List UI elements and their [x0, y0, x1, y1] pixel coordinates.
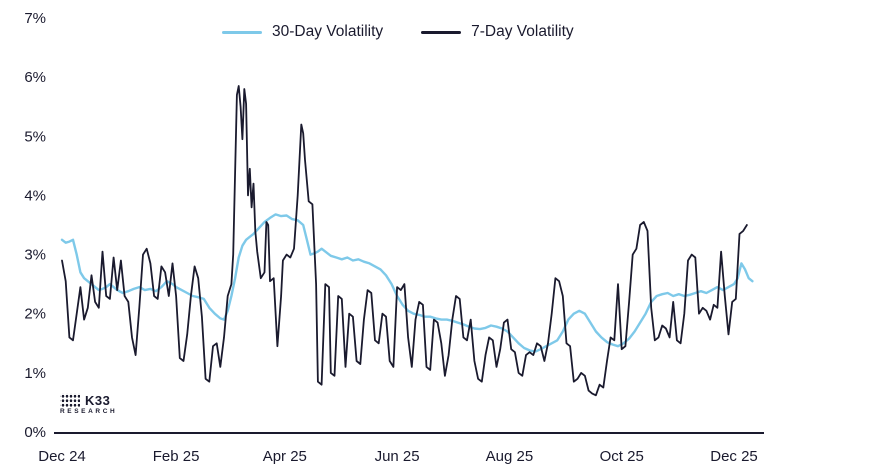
y-axis-tick-label: 4% [24, 187, 46, 204]
series-line-7-day [61, 85, 748, 397]
y-axis-tick-label: 5% [24, 128, 46, 145]
series-line-30-day [60, 213, 754, 353]
x-axis-tick-label: Dec 24 [38, 448, 86, 465]
y-axis-tick-label: 7% [24, 10, 46, 27]
k33-dot-matrix-icon [60, 393, 80, 407]
k33-logo-subtext: RESEARCH [60, 408, 118, 415]
x-axis-tick-label: Dec 25 [710, 448, 758, 465]
legend-label-7-day: 7-Day Volatility [471, 23, 574, 40]
k33-logo-text: K33 [85, 392, 111, 408]
x-axis-tick-label: Aug 25 [486, 448, 534, 465]
chart-legend: 30-Day Volatility 7-Day Volatility [222, 23, 574, 41]
legend-item-30-day: 30-Day Volatility [222, 23, 383, 41]
x-axis-tick-label: Oct 25 [600, 448, 644, 465]
y-axis-tick-label: 0% [24, 424, 46, 441]
legend-label-30-day: 30-Day Volatility [272, 23, 384, 40]
legend-swatch-30-day-line [222, 30, 262, 34]
x-axis-tick-label: Feb 25 [153, 448, 200, 465]
x-axis-tick-label: Apr 25 [263, 448, 307, 465]
k33-research-logo: K33 RESEARCH [60, 393, 117, 416]
y-axis-tick-label: 6% [24, 69, 46, 86]
legend-item-7-day: 7-Day Volatility [421, 23, 574, 41]
legend-swatch-7-day-line [421, 30, 462, 34]
x-axis-tick-label: Jun 25 [375, 448, 420, 465]
y-axis-tick-label: 1% [24, 365, 46, 382]
y-axis-tick-label: 3% [24, 247, 46, 264]
y-axis-tick-label: 2% [24, 306, 46, 323]
